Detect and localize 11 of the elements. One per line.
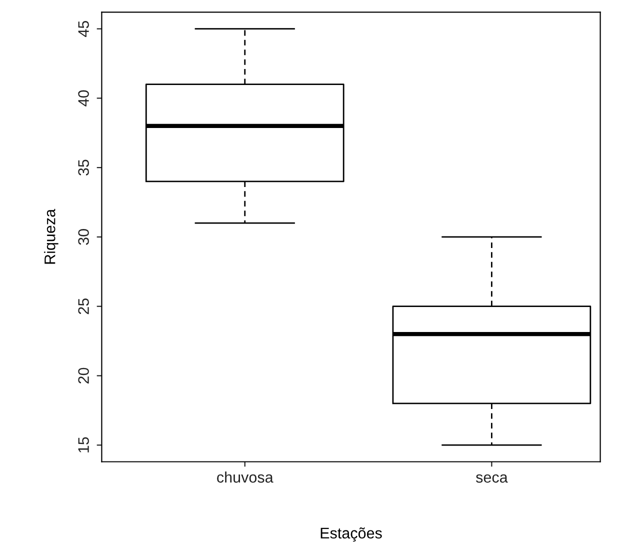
y-axis-title: Riqueza [44, 208, 58, 264]
x-tick-label: seca [476, 474, 508, 483]
y-tick-label: 40 [78, 90, 89, 106]
y-tick-label: 20 [78, 368, 89, 384]
y-tick-label: 35 [78, 160, 89, 176]
y-tick-label: 30 [78, 229, 89, 245]
x-axis-title: Estações [320, 527, 382, 542]
y-tick-label: 45 [78, 20, 89, 37]
y-tick-label: 25 [78, 298, 89, 314]
y-tick-label: 15 [78, 437, 89, 452]
x-tick-label: chuvosa [217, 471, 274, 483]
